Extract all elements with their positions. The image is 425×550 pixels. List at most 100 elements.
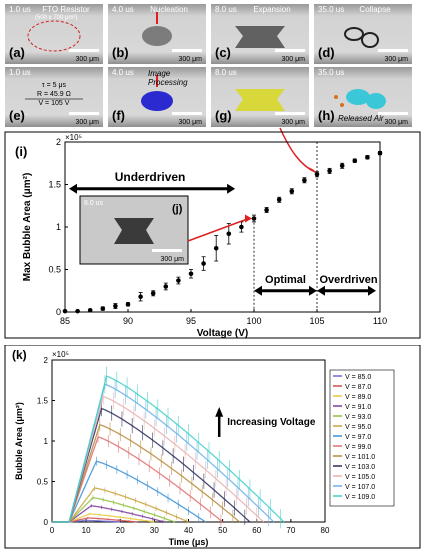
panel-params: τ = 5 μs R = 45.9 Ω V = 105 V bbox=[37, 81, 71, 108]
overdriven-arrow-head-left bbox=[317, 285, 325, 296]
scale-bar bbox=[275, 112, 305, 115]
legend-entry: V = 91.0 bbox=[345, 404, 371, 411]
data-point bbox=[150, 291, 156, 296]
panel-time: 8.0 us bbox=[215, 5, 237, 14]
inset-j: 8.0 us (j) 300 μm bbox=[79, 195, 189, 265]
data-point bbox=[75, 308, 80, 314]
legend-entry: V = 97.0 bbox=[345, 434, 371, 441]
series-line bbox=[52, 436, 224, 523]
panel-label: (c) bbox=[215, 45, 231, 60]
legend-entry: V = 93.0 bbox=[345, 414, 371, 421]
panel-label: (d) bbox=[318, 45, 335, 60]
x-tick-label: 95 bbox=[186, 316, 196, 326]
y-tick-label: 1 bbox=[44, 437, 49, 446]
y-tick-label: 1 bbox=[56, 222, 61, 232]
panel-title: Collapse bbox=[359, 5, 391, 14]
series-line bbox=[52, 460, 206, 523]
image-panel-f: 4.0 us Image Processing (f) 300 μm bbox=[108, 67, 206, 127]
link-arrowhead-h-to-i bbox=[309, 164, 316, 174]
y-tick-label: 1.5 bbox=[37, 397, 49, 406]
chart-k-frame bbox=[4, 345, 421, 549]
y-axis-label: Max Bubble Area (μm²) bbox=[22, 173, 33, 282]
increasing-voltage-label: Increasing Voltage bbox=[227, 417, 316, 428]
legend-entry: V = 99.0 bbox=[345, 444, 371, 451]
data-point bbox=[100, 306, 106, 311]
inset-scale-bar bbox=[152, 249, 182, 252]
underdriven-arrow-head-right bbox=[227, 183, 236, 194]
panel-time: 4.0 us bbox=[112, 68, 134, 77]
y-tick-label: 1.5 bbox=[48, 180, 61, 190]
data-point bbox=[239, 224, 244, 230]
chart-i: 85 90 95 100 105 110 0 0.5 1 1.5 2 Voltage (V) Max B… bbox=[4, 131, 421, 339]
x-axis-label: Voltage (V) bbox=[197, 328, 248, 339]
underdriven-label: Underdriven bbox=[115, 170, 186, 184]
panel-label: (f) bbox=[112, 108, 125, 123]
panel-bubble-image bbox=[141, 75, 173, 111]
inset-arrowhead bbox=[245, 214, 252, 223]
legend-entry: V = 105.0 bbox=[345, 474, 375, 481]
data-point bbox=[289, 189, 295, 194]
x-tick-label: 85 bbox=[60, 316, 70, 326]
data-point bbox=[251, 216, 257, 221]
data-point bbox=[339, 163, 345, 169]
scale-bar-label: 300 μm bbox=[281, 56, 306, 63]
panel-title: Expansion bbox=[253, 5, 291, 14]
scale-bar bbox=[69, 49, 99, 52]
data-point bbox=[113, 303, 118, 309]
panel-title: Released Air bbox=[338, 114, 384, 123]
panel-bubble-image bbox=[235, 26, 285, 48]
panel-bubble-image bbox=[25, 98, 83, 100]
param-line: V = 105 V bbox=[38, 100, 70, 107]
data-point bbox=[352, 158, 358, 163]
panel-title: FTO Resistor bbox=[42, 5, 90, 14]
data-point bbox=[62, 308, 68, 314]
panel-bubble-image bbox=[235, 89, 285, 111]
series-line bbox=[52, 407, 251, 523]
scale-bar bbox=[378, 49, 408, 52]
y-tick-label: 2 bbox=[56, 137, 61, 147]
scale-bar-label: 300 μm bbox=[75, 119, 100, 126]
x-tick-label: 30 bbox=[150, 526, 159, 535]
scale-bar bbox=[172, 112, 202, 115]
x-tick-label: 60 bbox=[252, 526, 261, 535]
series-line bbox=[52, 423, 241, 523]
x-tick-label: 105 bbox=[309, 316, 324, 326]
panel-label: (a) bbox=[9, 45, 25, 60]
scale-bar-label: 300 μm bbox=[281, 119, 306, 126]
data-point bbox=[125, 302, 131, 307]
panel-time: 35.0 us bbox=[318, 68, 345, 77]
x-tick-label: 50 bbox=[218, 526, 227, 535]
data-point bbox=[365, 155, 370, 160]
data-point bbox=[188, 271, 194, 277]
optimal-arrow-head-right bbox=[309, 285, 317, 296]
y-tick-label: 0 bbox=[44, 518, 49, 527]
image-panel-b: 4.0 us Nucleation (b) 300 μm bbox=[108, 4, 206, 64]
data-point bbox=[302, 177, 307, 183]
y-exponent: ×10⁵ bbox=[65, 133, 82, 142]
chart-k: 0 10 20 30 40 50 60 70 80 0 0.5 1 1.5 2 Time (μs) Bubbl… bbox=[4, 345, 421, 549]
series-line bbox=[52, 395, 265, 523]
x-tick-label: 0 bbox=[50, 526, 55, 535]
legend-entry: V = 107.0 bbox=[345, 484, 375, 491]
data-point bbox=[264, 207, 269, 213]
optimal-label: Optimal bbox=[265, 274, 306, 286]
data-point bbox=[213, 245, 219, 251]
scale-bar-label: 300 μm bbox=[178, 119, 203, 126]
legend-entry: V = 89.0 bbox=[345, 394, 371, 401]
legend-entry: V = 85.0 bbox=[345, 374, 371, 381]
x-tick-label: 80 bbox=[321, 526, 330, 535]
data-point bbox=[87, 308, 93, 313]
legend-box bbox=[329, 369, 395, 507]
y-tick-label: 0.5 bbox=[48, 265, 61, 275]
y-tick-label: 2 bbox=[44, 356, 49, 365]
scale-bar-label: 300 μm bbox=[75, 56, 100, 63]
x-tick-label: 70 bbox=[286, 526, 295, 535]
inset-bubble bbox=[114, 218, 154, 244]
param-line: τ = 5 μs bbox=[41, 82, 66, 89]
data-point bbox=[201, 261, 206, 266]
image-panel-g: 8.0 us (g) 300 μm bbox=[211, 67, 309, 127]
x-tick-label: 110 bbox=[373, 316, 387, 326]
data-point bbox=[276, 197, 282, 203]
panel-title: Image Processing bbox=[148, 69, 188, 87]
image-panel-e: 1.0 us τ = 5 μs R = 45.9 Ω V = 105 V (e) 300 … bbox=[5, 67, 103, 127]
